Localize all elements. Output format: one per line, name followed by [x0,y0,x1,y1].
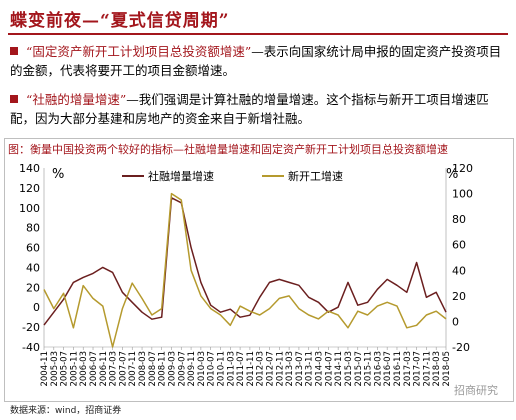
x-tick-label: 2016-11 [393,351,403,387]
x-tick-label: 2012-07 [266,351,276,387]
x-tick-label: 2005-11 [69,351,79,387]
left-tick-label: 80 [26,222,40,235]
x-tick-label: 2012-03 [256,351,266,387]
x-tick-label: 2016-07 [383,351,393,387]
x-tick-label: 2014-03 [315,351,325,387]
left-tick-label: 0 [33,301,40,314]
x-tick-label: 2005-03 [50,351,60,387]
left-tick-label: 120 [19,182,40,195]
x-tick-label: 2015-11 [364,351,374,387]
series-line-1 [43,197,447,326]
x-tick-label: 2011-03 [226,351,236,387]
right-tick-label: 100 [452,188,473,201]
bullet-social-financing: “社融的增量增速”—我们强调是计算社融的增量增速。这个指标与新开工项目增速匹配，… [10,90,506,128]
x-tick-label: 2009-07 [177,351,187,387]
x-tick-label: 2017-07 [413,351,423,387]
left-tick-label: 40 [26,261,40,274]
bullet-square-icon [10,95,18,103]
right-tick-label: 20 [452,290,466,303]
x-tick-label: 2016-03 [373,351,383,387]
x-tick-label: 2009-11 [187,351,197,387]
x-tick-label: 2010-03 [197,351,207,387]
x-tick-label: 2014-11 [334,351,344,387]
right-tick-label: 60 [452,239,466,252]
x-tick-label: 2006-03 [79,351,89,387]
watermark-text: 招商研究 [454,384,498,397]
x-tick-label: 2017-03 [403,351,413,387]
x-tick-label: 2007-07 [118,351,128,387]
x-tick-label: 2017-11 [422,351,432,387]
x-tick-label: 2011-11 [246,351,256,387]
x-tick-label: 2007-03 [109,351,119,387]
x-tick-label: 2013-11 [305,351,315,387]
chart-title: 图：衡量中国投资两个较好的指标—社融增量增速和固定资产新开工计划项目总投资额增速 [8,143,448,156]
slide-title: 蝶变前夜—“夏式信贷周期” [10,11,230,31]
x-tick-label: 2010-11 [216,351,226,387]
x-tick-label: 2011-07 [236,351,246,387]
x-tick-label: 2009-03 [167,351,177,387]
x-tick-label: 2006-07 [89,351,99,387]
x-tick-label: 2008-03 [138,351,148,387]
right-tick-label: 40 [452,264,466,277]
chart-legend: 社融增量增速 新开工增速 [122,169,343,183]
left-tick-label: 60 [26,242,40,255]
bullet2-rest: —我们强调是计算社融的增量增速。这个指标与新开工项目增速匹配，因为大部分基建和房… [10,92,489,126]
x-tick-label: 2012-11 [275,351,285,387]
bullet-new-projects: “固定资产新开工计划项目总投资额增速”—表示向国家统计局申报的固定资产投资项目的… [10,42,506,80]
left-tick-label: 100 [19,202,40,215]
x-tick-label: 2013-03 [285,351,295,387]
legend-label-2: 新开工增速 [288,169,343,183]
x-tick-label: 2014-07 [324,351,334,387]
right-tick-label: 120 [452,162,473,175]
x-tick-label: 2018-05 [442,351,452,387]
x-tick-label: 2005-07 [60,351,70,387]
right-tick-label: 80 [452,213,466,226]
bullet-square-icon [10,47,18,55]
right-tick-label: -20 [452,341,470,354]
bullet1-rest: —表示向国家统计局申报的固定资产投资项目的金额，代表将要开工的项目金额增速。 [10,44,502,78]
x-tick-label: 2010-07 [207,351,217,387]
x-tick-label: 2008-07 [148,351,158,387]
right-unit-label: % [446,167,458,182]
bullet1-key: “固定资产新开工计划项目总投资额增速” [26,44,252,59]
title-divider [8,33,508,35]
x-tick-label: 2015-07 [354,351,364,387]
right-tick-label: 0 [452,315,459,328]
left-tick-label: -40 [22,341,40,354]
left-tick-label: -20 [22,321,40,334]
left-unit-label: % [52,167,64,182]
legend-label-1: 社融增量增速 [148,169,214,183]
x-tick-label: 2006-11 [99,351,109,387]
x-tick-label: 2008-11 [158,351,168,387]
left-tick-label: 140 [19,162,40,175]
x-tick-label: 2007-11 [128,351,138,387]
x-tick-label: 2015-03 [344,351,354,387]
x-tick-label: 2018-03 [432,351,442,387]
x-tick-label: 2004-11 [40,351,50,387]
x-tick-label: 2013-07 [295,351,305,387]
chart-frame [4,138,514,402]
source-note: 数据来源：wind，招商证券 [10,406,122,416]
bullet2-key: “社融的增量增速” [26,92,127,107]
series-line-2 [43,192,447,348]
left-tick-label: 20 [26,281,40,294]
